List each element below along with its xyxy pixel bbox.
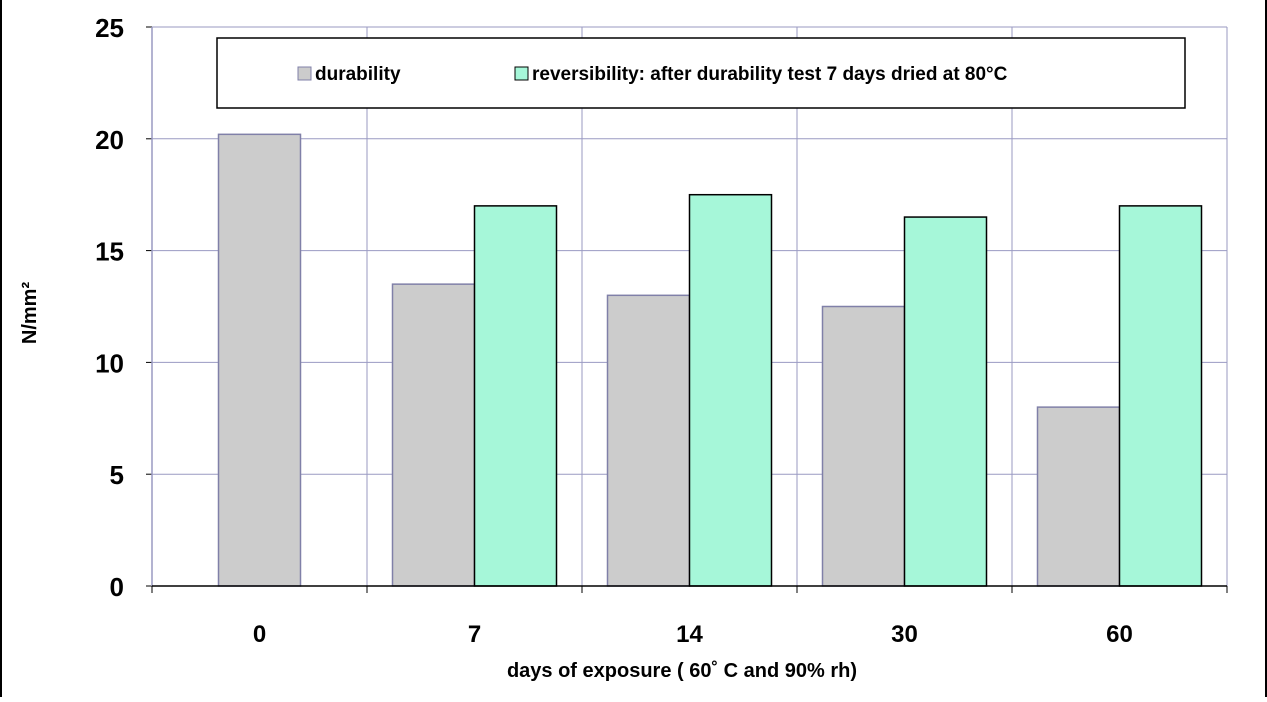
y-tick-label: 25 [95, 13, 124, 43]
axis-layer: 0 5 10 15 20 25 0 7 14 30 60 [95, 13, 1228, 648]
legend: durability reversibility: after durabilit… [216, 37, 1186, 109]
bar-durability-0 [217, 133, 302, 587]
legend-swatch [514, 66, 529, 81]
bar-reversibility-14 [688, 193, 773, 587]
x-tick-label: 60 [1106, 621, 1133, 648]
bar-reversibility-7 [473, 205, 558, 587]
x-tick-label: 30 [891, 621, 918, 648]
x-tick-label: 7 [468, 621, 481, 648]
y-tick-label: 0 [110, 572, 124, 602]
y-axis-label: N/mm² [19, 282, 41, 345]
legend-label: durability [315, 64, 401, 85]
x-axis-label: days of exposure ( 60˚ C and 90% rh) [507, 659, 857, 682]
bars-layer [217, 133, 1203, 587]
x-tick-label: 14 [676, 621, 703, 648]
bar-durability-7 [391, 283, 476, 587]
bar-durability-30 [821, 305, 906, 587]
y-tick-label: 10 [95, 348, 124, 378]
y-tick-label: 15 [95, 237, 124, 267]
x-tick-label: 0 [253, 621, 266, 648]
bar-reversibility-60 [1118, 205, 1203, 587]
bar-reversibility-30 [903, 216, 988, 587]
legend-box [216, 37, 1186, 109]
legend-swatch [297, 66, 312, 81]
bar-durability-14 [606, 294, 691, 587]
legend-label: reversibility: after durability test 7 d… [532, 64, 1008, 85]
bar-durability-60 [1036, 406, 1121, 587]
y-tick-label: 20 [95, 125, 124, 155]
y-tick-label: 5 [110, 460, 124, 490]
